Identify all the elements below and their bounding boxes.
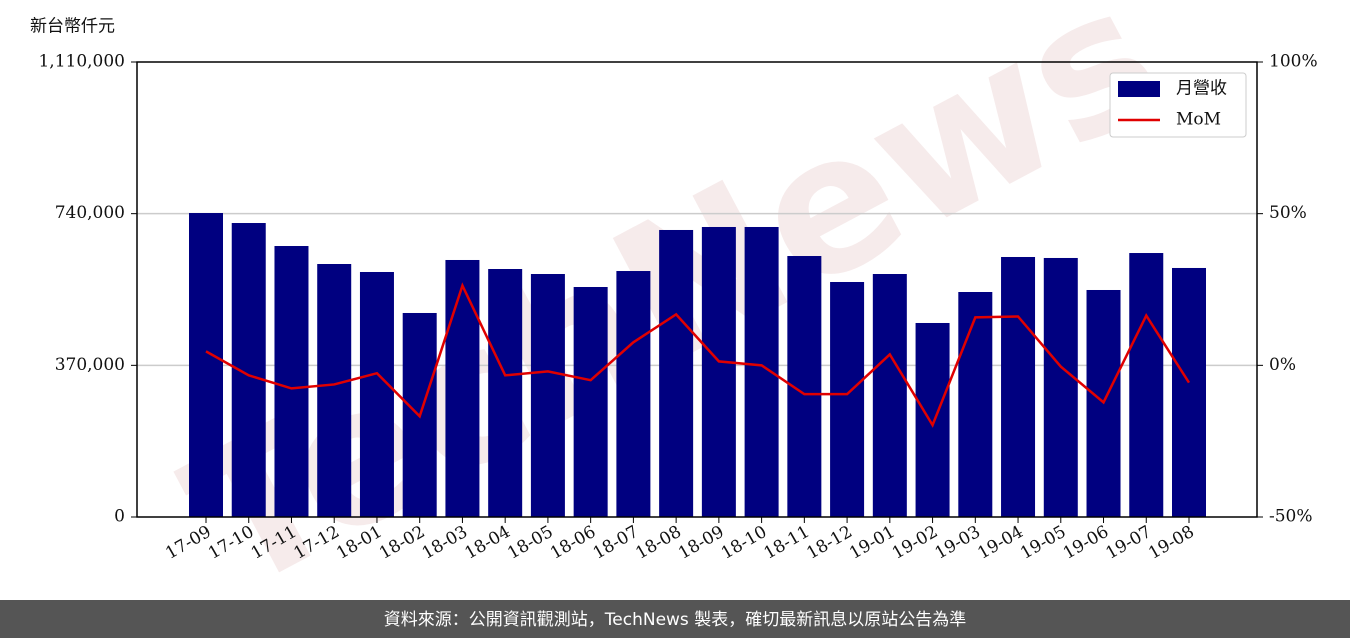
x-tick-label: 18-12 bbox=[803, 522, 855, 564]
x-tick-label: 18-05 bbox=[504, 522, 556, 564]
bar bbox=[915, 322, 950, 517]
y2-tick-label: 0% bbox=[1269, 355, 1296, 375]
y-axis-label: 新台幣仟元 bbox=[30, 17, 115, 37]
bar bbox=[701, 226, 736, 517]
x-tick-label: 18-09 bbox=[675, 522, 727, 564]
x-tick-label: 18-06 bbox=[547, 522, 599, 564]
x-tick-label: 19-05 bbox=[1017, 522, 1069, 564]
bar bbox=[830, 281, 865, 517]
x-tick-label: 19-01 bbox=[846, 522, 898, 564]
y-tick-label: 1,110,000 bbox=[38, 52, 125, 72]
x-tick-label: 18-04 bbox=[461, 522, 513, 564]
bar bbox=[445, 259, 480, 517]
x-tick-label: 19-02 bbox=[889, 522, 941, 564]
legend-label: 月營收 bbox=[1176, 79, 1227, 99]
x-tick-label: 18-07 bbox=[590, 522, 642, 564]
bar bbox=[1129, 253, 1164, 518]
x-tick-label: 19-03 bbox=[932, 522, 984, 564]
bar bbox=[530, 274, 565, 517]
bar bbox=[488, 269, 523, 517]
y2-tick-label: 100% bbox=[1269, 52, 1318, 72]
plot-frame bbox=[136, 61, 1258, 518]
bar bbox=[1043, 257, 1078, 517]
y2-tick-label: 50% bbox=[1269, 203, 1307, 223]
legend-label: MoM bbox=[1176, 110, 1221, 130]
bar bbox=[274, 246, 309, 518]
bar bbox=[616, 271, 651, 517]
x-tick-label: 18-08 bbox=[632, 522, 684, 564]
bar bbox=[1172, 267, 1206, 517]
bar bbox=[958, 292, 993, 517]
x-tick-label: 19-06 bbox=[1060, 522, 1112, 564]
x-tick-label: 17-09 bbox=[162, 522, 214, 564]
line bbox=[205, 282, 1191, 428]
x-tick-label: 18-10 bbox=[718, 522, 770, 564]
y-tick-label: 740,000 bbox=[55, 203, 125, 223]
bar bbox=[573, 286, 608, 517]
footer-text: 資料來源：公開資訊觀測站，TechNews 製表，確切最新訊息以原站公告為準 bbox=[384, 610, 966, 630]
bar bbox=[359, 271, 394, 517]
x-tick-label: 18-11 bbox=[761, 522, 813, 564]
y2-tick-label: -50% bbox=[1269, 507, 1313, 527]
bar bbox=[1001, 256, 1036, 517]
y-tick-label: 0 bbox=[114, 507, 125, 527]
bar bbox=[317, 264, 352, 517]
bar bbox=[872, 274, 907, 517]
bar bbox=[659, 229, 694, 517]
legend-swatch bbox=[1118, 81, 1160, 97]
x-tick-label: 19-07 bbox=[1103, 522, 1155, 564]
x-tick-label: 19-04 bbox=[974, 522, 1026, 564]
y-tick-label: 370,000 bbox=[55, 355, 125, 375]
footer-bar bbox=[0, 600, 1350, 638]
x-tick-label: 19-08 bbox=[1145, 522, 1197, 564]
bar bbox=[189, 213, 223, 517]
